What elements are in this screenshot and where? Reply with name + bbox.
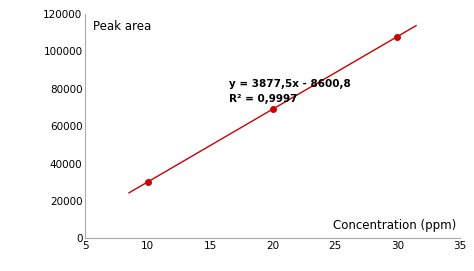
Text: Concentration (ppm): Concentration (ppm) xyxy=(333,219,456,232)
Point xyxy=(269,107,276,111)
Text: y = 3877,5x - 8600,8
R² = 0,9997: y = 3877,5x - 8600,8 R² = 0,9997 xyxy=(229,79,351,104)
Text: Peak area: Peak area xyxy=(93,20,151,33)
Point xyxy=(393,34,401,39)
Point xyxy=(144,180,152,184)
